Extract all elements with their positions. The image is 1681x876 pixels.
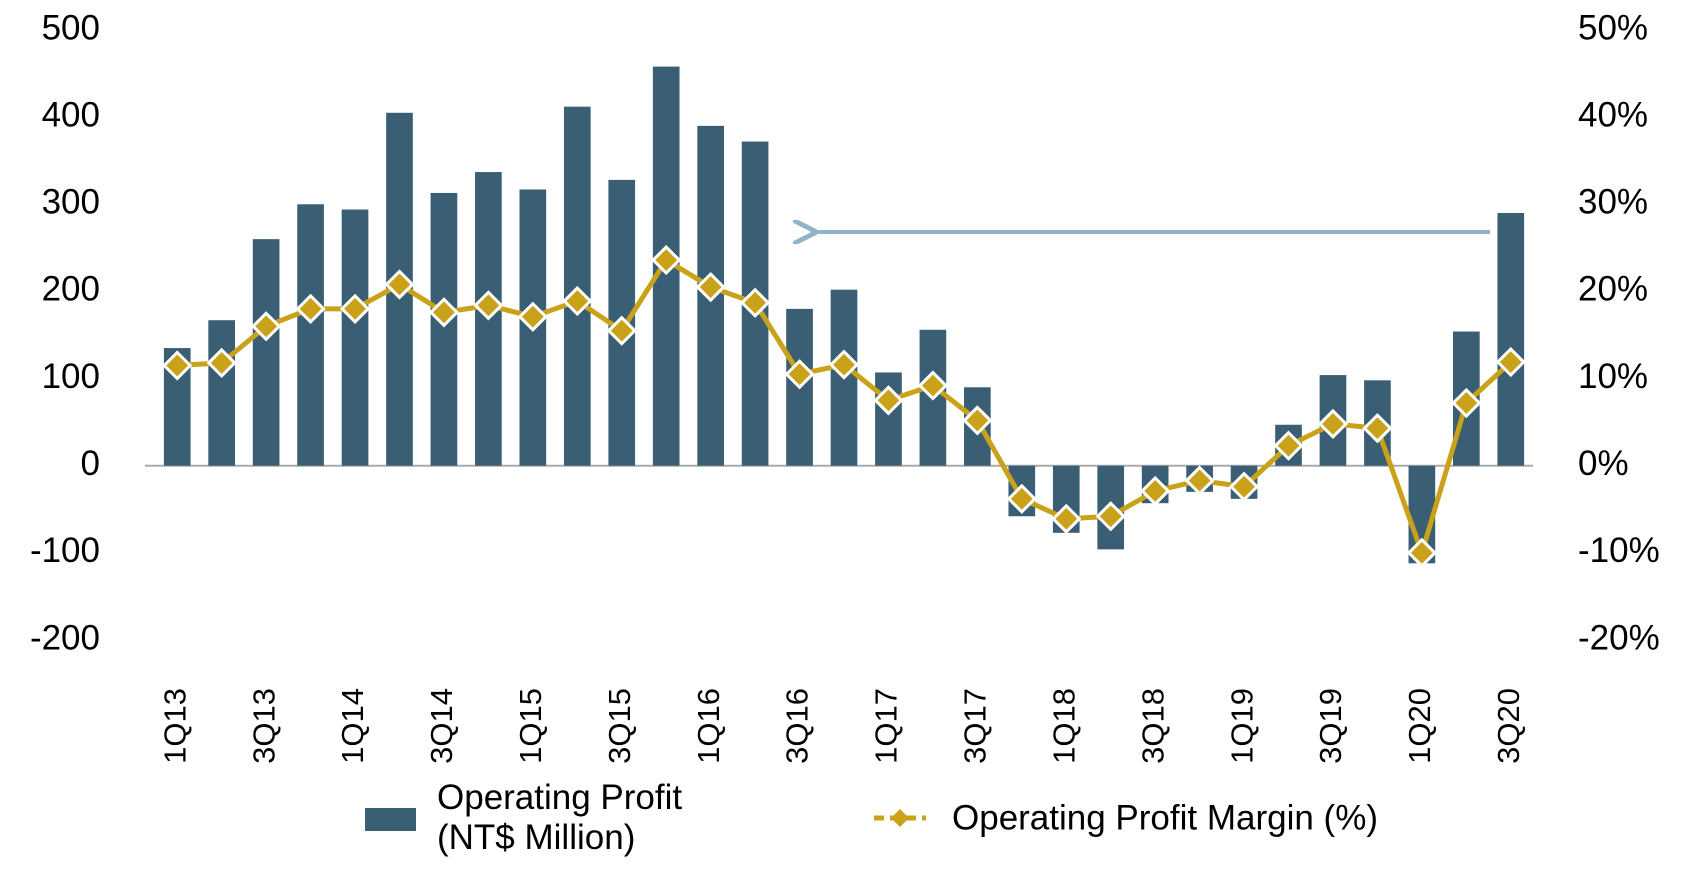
line-marker (1406, 537, 1437, 568)
bar (1497, 213, 1525, 466)
legend-line-marker (891, 809, 909, 827)
x-tick-label: 1Q16 (691, 688, 726, 764)
x-tick-label: 3Q13 (246, 688, 281, 764)
x-tick-label: 3Q15 (602, 688, 637, 764)
line-marker (873, 385, 904, 416)
line-marker (562, 285, 593, 317)
line-marker (606, 315, 637, 346)
line-marker (473, 290, 504, 321)
line-marker (428, 297, 460, 328)
line-marker (295, 293, 326, 324)
line-marker (1006, 483, 1037, 514)
line-marker (384, 269, 415, 300)
bar (341, 209, 369, 466)
line-marker (1317, 408, 1349, 440)
legend-bar-label: Operating Profit (NT$ Million) (437, 778, 683, 857)
y-tick-label: -100 (30, 531, 100, 570)
bar (297, 204, 324, 466)
y-tick-label: -200 (30, 618, 100, 657)
y2-tick-label: -20% (1578, 618, 1660, 657)
legend-line-label: Operating Profit Margin (%) (952, 798, 1378, 837)
line-marker (1140, 475, 1171, 507)
bar (208, 320, 236, 466)
x-tick-label: 1Q18 (1046, 688, 1081, 764)
line-marker (517, 301, 548, 332)
line-marker (651, 244, 682, 276)
legend-bar-swatch (365, 808, 416, 831)
y-tick-label: 100 (42, 357, 100, 396)
y2-tick-label: 30% (1578, 183, 1648, 222)
line-marker (1095, 501, 1126, 532)
line-marker (206, 347, 237, 379)
y2-tick-label: 40% (1578, 95, 1648, 134)
line-marker (1228, 471, 1260, 502)
y-tick-label: 200 (42, 270, 100, 309)
line-marker (162, 350, 193, 381)
y-tick-label: 500 (42, 8, 100, 47)
x-tick-label: 1Q19 (1224, 688, 1259, 764)
x-tick-label: 1Q15 (513, 688, 548, 764)
x-tick-label: 1Q17 (869, 688, 904, 764)
bar (430, 192, 458, 466)
line-marker (828, 349, 860, 380)
line-marker (695, 271, 726, 303)
line-marker (962, 405, 993, 436)
y2-tick-label: 0% (1578, 444, 1629, 483)
line-marker (784, 359, 815, 390)
line-marker (1451, 387, 1482, 419)
x-tick-label: 3Q20 (1491, 688, 1526, 764)
y-tick-label: 300 (42, 183, 100, 222)
x-tick-label: 3Q17 (958, 688, 993, 764)
line-marker (1184, 465, 1215, 496)
x-tick-label: 3Q14 (424, 688, 459, 764)
line-marker (1273, 430, 1304, 461)
y2-tick-label: -10% (1578, 531, 1660, 570)
x-tick-label: 1Q14 (335, 688, 370, 764)
x-tick-label: 3Q19 (1313, 688, 1348, 764)
line-marker (339, 293, 371, 324)
line-marker (1051, 503, 1082, 534)
line-marker (739, 287, 771, 318)
line-marker (1495, 346, 1526, 378)
x-tick-label: 1Q13 (157, 688, 192, 764)
y-tick-label: 0 (81, 444, 100, 483)
line-marker (251, 311, 282, 342)
x-tick-label: 3Q18 (1135, 688, 1170, 764)
bar (252, 239, 280, 466)
y-tick-label: 400 (42, 95, 100, 134)
y2-tick-label: 10% (1578, 357, 1648, 396)
y2-tick-label: 20% (1578, 270, 1648, 309)
x-tick-label: 1Q20 (1402, 688, 1437, 764)
line-marker (917, 370, 949, 401)
line-marker (1362, 413, 1393, 444)
x-tick-label: 3Q16 (780, 688, 815, 764)
y2-tick-label: 50% (1578, 8, 1648, 47)
